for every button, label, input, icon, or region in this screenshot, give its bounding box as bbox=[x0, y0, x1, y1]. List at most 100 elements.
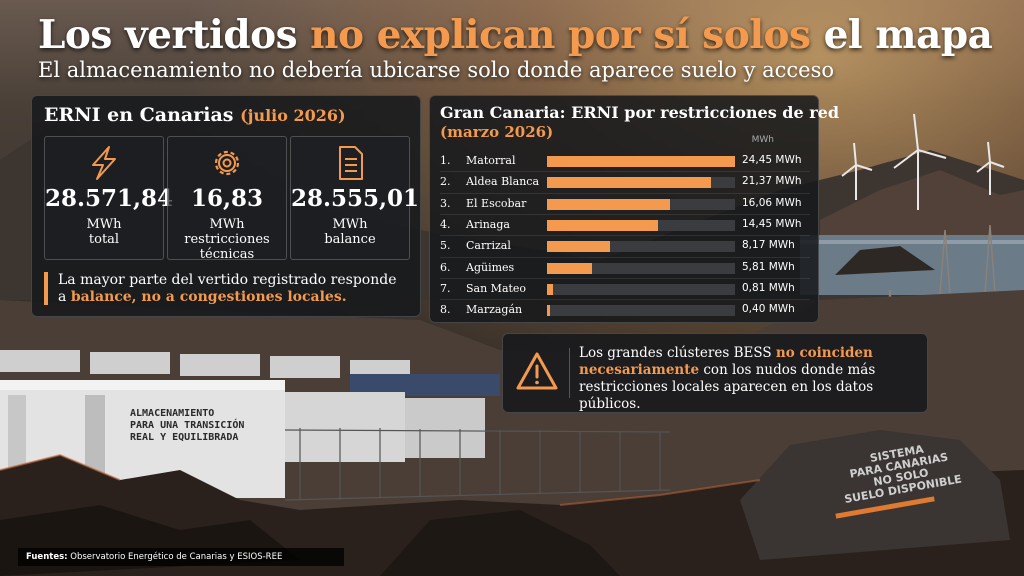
warning-icon bbox=[516, 352, 558, 390]
bar-value-label: 5,81 MWh bbox=[742, 260, 795, 273]
callout-highlight: no coinciden necesariamente bbox=[579, 345, 873, 378]
callout-divider bbox=[569, 348, 570, 398]
bar-category-label: Matorral bbox=[466, 154, 516, 167]
bar-value-label: 16,06 MWh bbox=[742, 196, 802, 209]
stat-card-restricciones: 16,83 MWh restricciones técnicas bbox=[167, 136, 287, 262]
chart-row: 2. Aldea Blanca 21,37 MWh bbox=[440, 172, 810, 192]
stat-value: 16,83 bbox=[190, 185, 264, 212]
stat-unit-line: restricciones bbox=[184, 232, 270, 247]
bar bbox=[547, 156, 735, 167]
bar-track bbox=[547, 241, 735, 253]
gear-icon bbox=[214, 150, 240, 176]
chart-row: 7. San Mateo 0,81 MWh bbox=[440, 279, 810, 299]
chart-title: Gran Canaria: ERNI por restricciones de … bbox=[440, 103, 840, 122]
stat-unit-line: total bbox=[88, 232, 120, 247]
chart-row: 3. El Escobar 16,06 MWh bbox=[440, 194, 810, 214]
bar-category-label: Aldea Blanca bbox=[466, 175, 540, 189]
callout-text-part2: con los nudos donde más restricciones lo… bbox=[579, 362, 876, 412]
bar-value-label: 24,45 MWh bbox=[742, 154, 802, 166]
row-divider bbox=[440, 213, 810, 215]
chart-unit: MWh bbox=[751, 135, 774, 145]
chart-row: 1. Matorral 24,45 MWh bbox=[440, 151, 810, 171]
chart-row: 5. Carrizal 8,17 MWh bbox=[440, 236, 810, 256]
bar-track bbox=[547, 219, 735, 231]
row-divider bbox=[440, 277, 810, 279]
chart-row: 4. Arinaga 14,45 MWh bbox=[440, 215, 810, 235]
container-label: ALMACENAMIENTO PARA UNA TRANSICIÓN REAL … bbox=[130, 408, 244, 444]
row-divider bbox=[440, 192, 810, 194]
stat-unit: MWh balance bbox=[291, 217, 409, 247]
note-highlight: balance, no a congestiones locales. bbox=[70, 289, 347, 305]
stat-unit: MWh restricciones técnicas bbox=[168, 217, 286, 262]
stat-unit-line: MWh bbox=[209, 217, 245, 232]
bar-track bbox=[547, 283, 735, 295]
bar-value-label: 21,37 MWh bbox=[742, 175, 802, 188]
bar-rank: 4. bbox=[440, 217, 451, 231]
bar-rank: 5. bbox=[440, 239, 451, 253]
bar bbox=[547, 198, 671, 210]
bar-value-label: 8,17 MWh bbox=[742, 239, 795, 252]
note-text: a bbox=[58, 289, 67, 305]
callout-text-part1: Los grandes clústeres BESS bbox=[579, 345, 772, 361]
bar-category-label: San Mateo bbox=[466, 281, 527, 295]
stat-unit: MWh total bbox=[45, 217, 163, 247]
bar-category-label: Arinaga bbox=[466, 217, 510, 231]
bar bbox=[547, 305, 551, 317]
container-label-line: PARA UNA TRANSICIÓN bbox=[130, 420, 245, 431]
bar-rank: 1. bbox=[440, 154, 451, 167]
panel-period: (julio 2026) bbox=[240, 106, 346, 125]
erni-canarias-panel: ERNI en Canarias (julio 2026) 28.571,84 … bbox=[31, 95, 421, 317]
bar-category-label: El Escobar bbox=[466, 196, 527, 210]
stat-card-total: 28.571,84 MWh total bbox=[44, 136, 174, 260]
page-subtitle: El almacenamiento no debería ubicarse so… bbox=[38, 58, 835, 82]
stat-value: 28.571,84 bbox=[45, 185, 174, 212]
row-divider bbox=[440, 256, 810, 258]
row-divider bbox=[440, 299, 810, 301]
stat-unit-line: MWh bbox=[86, 217, 122, 232]
bar-rank: 8. bbox=[440, 303, 451, 317]
row-divider bbox=[440, 235, 810, 237]
panel-note: La mayor parte del vertido registrado re… bbox=[58, 272, 408, 306]
bar-value-label: 14,45 MWh bbox=[742, 217, 802, 230]
bar-track bbox=[547, 156, 735, 167]
callout-text: Los grandes clústeres BESS no coinciden … bbox=[579, 345, 921, 413]
bar-category-label: Carrizal bbox=[466, 239, 511, 253]
title-part1: Los vertidos bbox=[38, 12, 298, 58]
bar-value-label: 0,40 MWh bbox=[742, 303, 795, 316]
chart-row: 8. Marzagán 0,40 MWh bbox=[440, 300, 810, 320]
stat-unit-line: balance bbox=[324, 232, 376, 247]
bar bbox=[547, 177, 712, 189]
bar-category-label: Agüimes bbox=[466, 260, 515, 274]
note-accent-bar bbox=[44, 272, 48, 305]
sources-text: Observatorio Energético de Canarias y ES… bbox=[70, 552, 283, 562]
page-title: Los vertidos no explican por sí solos el… bbox=[38, 12, 993, 58]
bar-track bbox=[547, 177, 735, 189]
bar bbox=[547, 241, 610, 253]
panel-title-text: ERNI en Canarias bbox=[44, 104, 234, 126]
stat-value: 28.555,01 bbox=[291, 185, 420, 212]
bar-rank: 7. bbox=[440, 281, 451, 295]
chart-row: 6. Agüimes 5,81 MWh bbox=[440, 258, 810, 278]
gran-canaria-chart-panel: Gran Canaria: ERNI por restricciones de … bbox=[429, 95, 839, 323]
stat-unit-line: técnicas bbox=[199, 247, 255, 262]
bar bbox=[547, 219, 659, 231]
stat-unit-line: MWh bbox=[332, 217, 368, 232]
document-icon bbox=[339, 146, 363, 180]
lightning-icon bbox=[92, 146, 116, 180]
note-text: La mayor parte del vertido registrado re… bbox=[58, 272, 397, 288]
sources-footer: Fuentes: Observatorio Energético de Cana… bbox=[18, 548, 344, 566]
bar-rank: 2. bbox=[440, 175, 451, 189]
title-highlight: no explican por sí solos bbox=[310, 12, 811, 58]
bar-rank: 3. bbox=[440, 196, 451, 210]
title-part2: el mapa bbox=[823, 12, 993, 58]
chart-period: (marzo 2026) bbox=[440, 123, 554, 141]
bar-track bbox=[547, 262, 735, 274]
container-label-line: REAL Y EQUILIBRADA bbox=[130, 432, 239, 443]
bar bbox=[547, 262, 592, 274]
bar-track bbox=[547, 198, 735, 210]
row-divider bbox=[440, 171, 810, 173]
stat-card-balance: 28.555,01 MWh balance bbox=[290, 136, 420, 260]
bar-rank: 6. bbox=[440, 260, 451, 274]
panel-title: ERNI en Canarias (julio 2026) bbox=[44, 104, 346, 126]
bar-track bbox=[547, 305, 735, 317]
